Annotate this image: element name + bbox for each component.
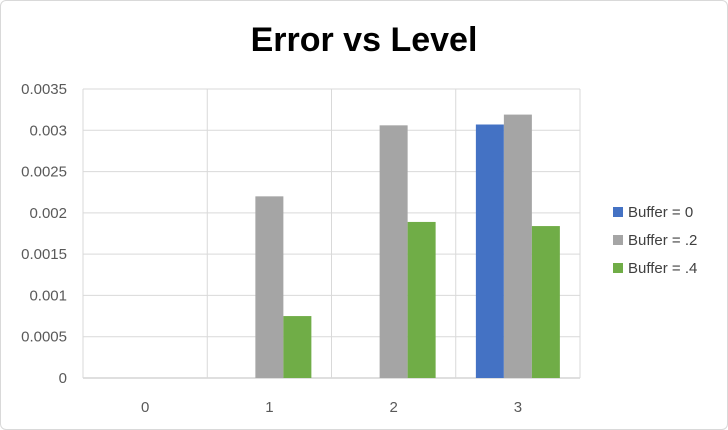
chart-title: Error vs Level	[251, 21, 478, 59]
bar	[255, 196, 284, 378]
bar	[407, 221, 436, 378]
y-tick-label: 0.0005	[21, 329, 67, 346]
x-tick-label: 2	[389, 399, 397, 416]
legend-label: Buffer = .4	[628, 260, 697, 277]
y-axis-ticks: 0 0.0005 0.001 0.0015 0.002 0.0025 0.003 0.0035	[21, 81, 67, 387]
y-tick-label: 0.002	[29, 205, 67, 222]
y-tick-label: 0.0025	[21, 164, 67, 181]
y-tick-label: 0.003	[29, 122, 67, 139]
legend-label: Buffer = .2	[628, 232, 697, 249]
legend: Buffer = 0 Buffer = .2 Buffer = .4	[613, 204, 697, 277]
legend-label: Buffer = 0	[628, 204, 693, 221]
y-tick-label: 0	[59, 370, 67, 387]
bar	[475, 124, 504, 379]
y-tick-label: 0.0035	[21, 81, 67, 98]
y-tick-label: 0.0015	[21, 246, 67, 263]
bar	[531, 226, 560, 378]
bar	[379, 125, 408, 379]
x-tick-label: 0	[141, 399, 149, 416]
bar	[283, 316, 312, 378]
legend-swatch	[613, 207, 623, 217]
x-axis-ticks: 0 1 2 3	[141, 399, 522, 416]
legend-swatch	[613, 263, 623, 273]
x-tick-label: 3	[514, 399, 522, 416]
bars	[255, 114, 560, 379]
legend-swatch	[613, 235, 623, 245]
bar	[503, 114, 532, 379]
y-tick-label: 0.001	[29, 287, 67, 304]
x-tick-label: 1	[265, 399, 273, 416]
